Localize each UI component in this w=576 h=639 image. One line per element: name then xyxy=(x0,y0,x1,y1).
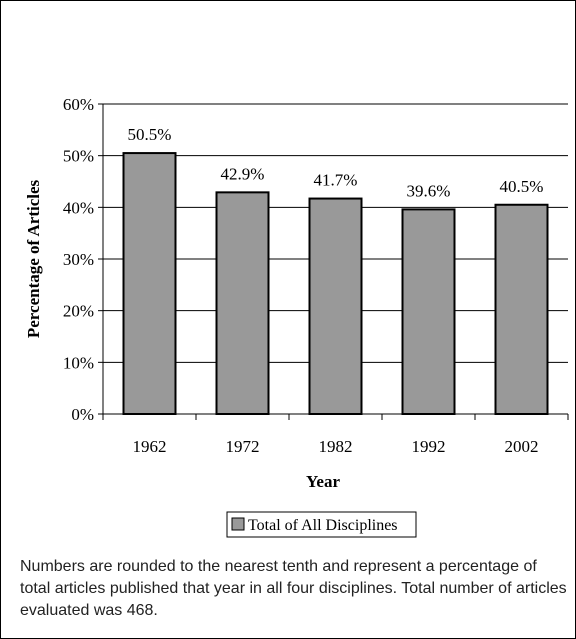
y-tick-label: 30% xyxy=(63,250,94,269)
y-tick-label: 0% xyxy=(71,405,94,424)
bar xyxy=(401,208,456,415)
y-tick-label: 40% xyxy=(63,198,94,217)
y-tick-label: 60% xyxy=(63,95,94,114)
legend: Total of All Disciplines xyxy=(226,511,417,538)
y-tick-label: 10% xyxy=(63,353,94,372)
data-label: 41.7% xyxy=(314,171,358,190)
x-tick-label: 1972 xyxy=(226,437,260,456)
bar xyxy=(308,197,363,415)
legend-frame xyxy=(226,511,417,538)
bar xyxy=(122,152,177,415)
data-label: 50.5% xyxy=(128,125,172,144)
x-tick-label: 1992 xyxy=(412,437,446,456)
bar xyxy=(215,191,270,415)
data-label: 39.6% xyxy=(407,181,451,200)
x-tick-labels: 1962 1972 1982 1992 2002 xyxy=(133,437,539,456)
data-label: 42.9% xyxy=(221,164,265,183)
y-axis-label: Percentage of Articles xyxy=(24,179,43,338)
data-labels: 50.5% 42.9% 41.7% 39.6% 40.5% xyxy=(128,125,544,200)
legend-label: Total of All Disciplines xyxy=(248,517,398,534)
x-tick-label: 1962 xyxy=(133,437,167,456)
y-tick-label: 50% xyxy=(63,147,94,166)
data-label: 40.5% xyxy=(500,177,544,196)
axes xyxy=(98,103,569,420)
footnote: Numbers are rounded to the nearest tenth… xyxy=(20,558,567,619)
bars xyxy=(122,152,549,415)
x-tick-label: 2002 xyxy=(505,437,539,456)
y-tick-labels: 0% 10% 20% 30% 40% 50% 60% xyxy=(63,95,94,424)
y-tick-label: 20% xyxy=(63,302,94,321)
legend-swatch xyxy=(231,517,245,531)
x-axis-label: Year xyxy=(306,472,340,491)
x-tick-label: 1982 xyxy=(319,437,353,456)
bar xyxy=(494,203,549,415)
bar-chart: 0% 10% 20% 30% 40% 50% 60% 1962 1972 1982 1992 200… xyxy=(24,95,569,538)
